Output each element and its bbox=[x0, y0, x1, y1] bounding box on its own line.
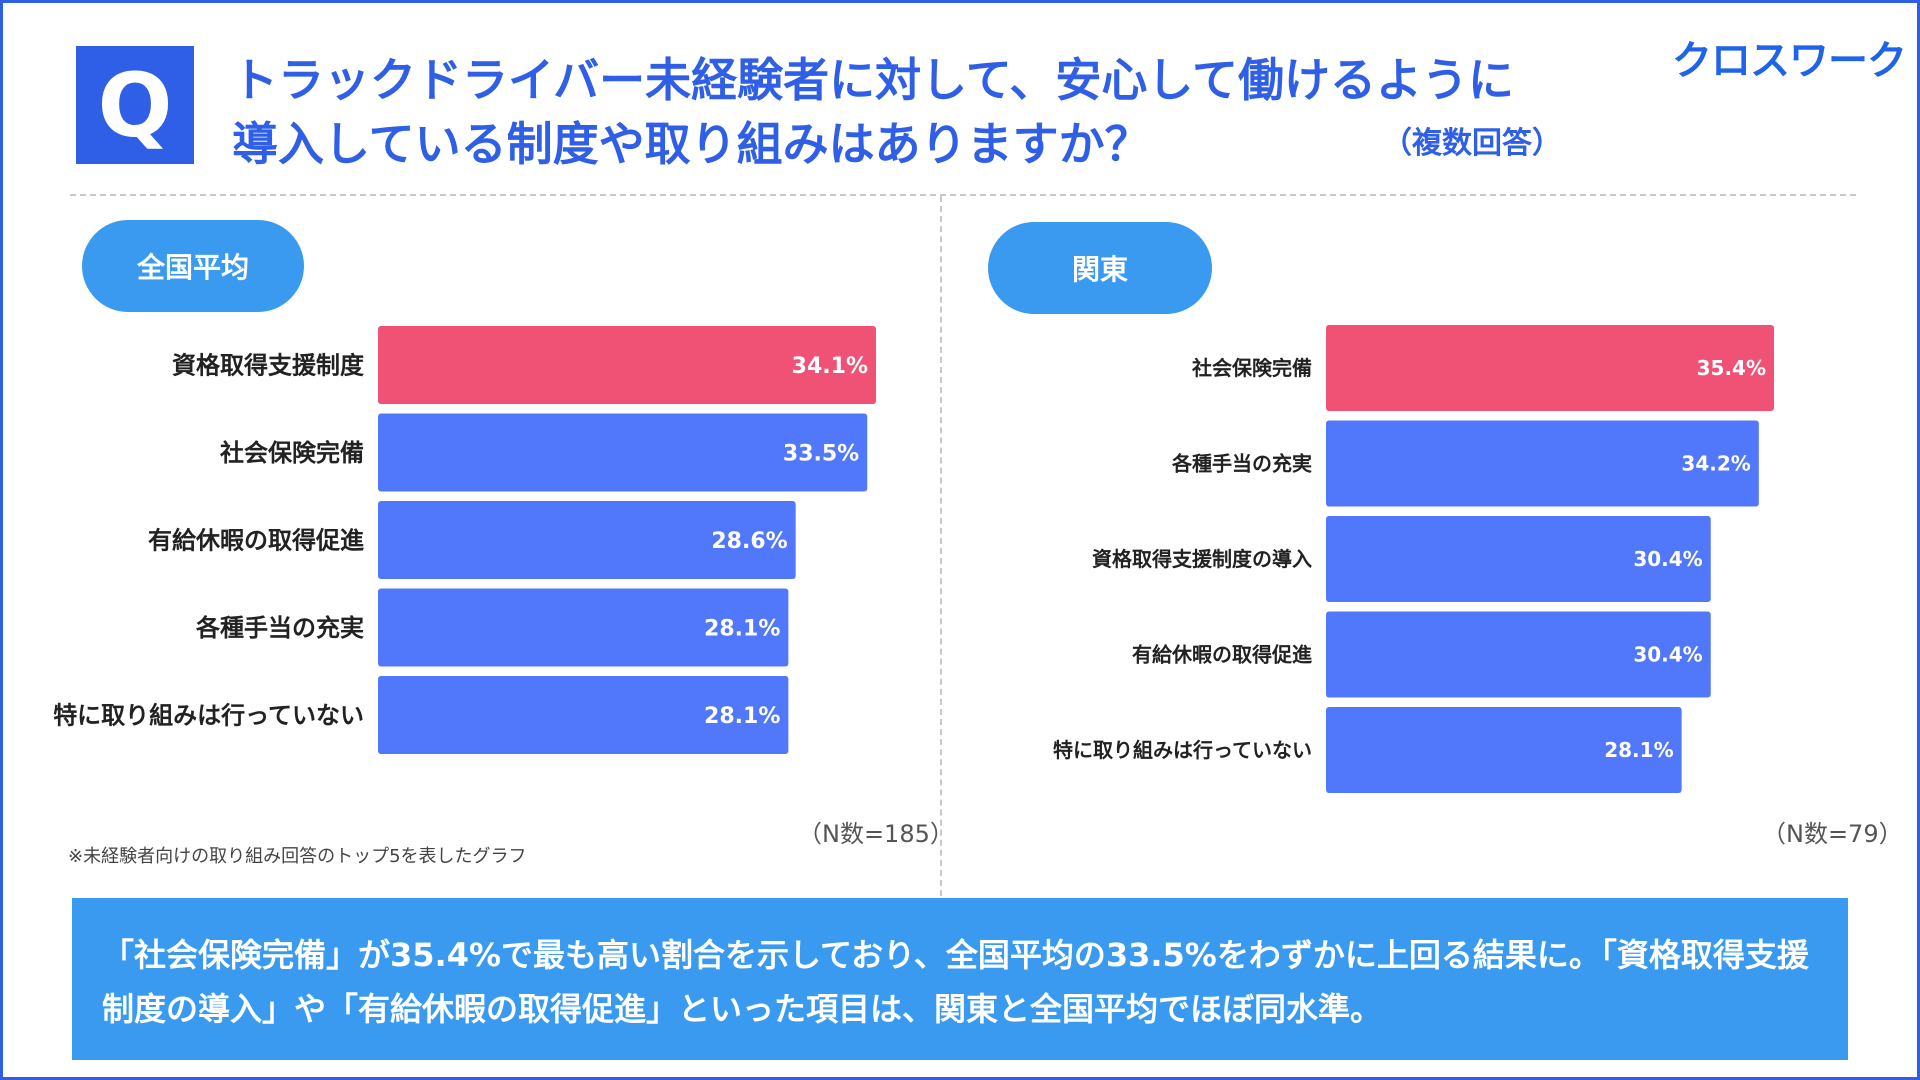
bar-value-label-1: 35.4% bbox=[1697, 356, 1766, 380]
national-n-note: （N数=185） bbox=[798, 820, 954, 848]
header-divider bbox=[70, 194, 1856, 196]
national-average-pill: 全国平均 bbox=[82, 220, 304, 312]
question-title-line2: 導入している制度や取り組みはありますか？ bbox=[232, 117, 1151, 171]
bar-value-label-4: 28.1% bbox=[704, 616, 780, 641]
bar-value-label-5: 28.1% bbox=[704, 704, 780, 729]
bar-value-label-5: 28.1% bbox=[1604, 738, 1673, 762]
bar-4 bbox=[378, 588, 789, 667]
kanto-pill: 関東 bbox=[988, 222, 1212, 314]
bar-value-label-2: 33.5% bbox=[783, 441, 859, 466]
category-label-4: 各種手当の充実 bbox=[195, 614, 364, 642]
question-title-line1: トラックドライバー未経験者に対して、安心して働けるように bbox=[232, 53, 1515, 107]
bar-4 bbox=[1326, 611, 1711, 698]
bar-value-label-3: 28.6% bbox=[711, 529, 787, 554]
category-label-3: 資格取得支援制度の導入 bbox=[1092, 547, 1312, 571]
category-label-5: 特に取り組みは行っていない bbox=[53, 702, 364, 730]
category-label-2: 社会保険完備 bbox=[220, 439, 364, 467]
bar-3 bbox=[1326, 516, 1711, 602]
category-label-1: 資格取得支援制度 bbox=[172, 352, 365, 380]
bar-5 bbox=[1326, 707, 1682, 793]
bar-value-label-4: 30.4% bbox=[1633, 643, 1702, 667]
crosswork-logo: クロスワーク bbox=[1672, 38, 1907, 84]
question-badge: Q bbox=[76, 46, 194, 164]
bar-value-label-1: 34.1% bbox=[792, 354, 868, 379]
bar-2 bbox=[1326, 420, 1759, 507]
bar-value-label-3: 30.4% bbox=[1633, 547, 1702, 571]
question-title: トラックドライバー未経験者に対して、安心して働けるように 導入している制度や取り… bbox=[232, 48, 1652, 176]
multi-answer-note: （複数回答） bbox=[1382, 126, 1562, 161]
summary-box: 「社会保険完備」が35.4%で最も高い割合を示しており、全国平均の33.5%をわ… bbox=[72, 898, 1848, 1060]
panel-divider bbox=[940, 196, 942, 896]
kanto-chart: 35.4% 社会保険完備 34.2% 各種手当の充実 30.4% 資格取得支援制度の導入 3… bbox=[1053, 325, 1774, 793]
bar-value-label-2: 34.2% bbox=[1681, 452, 1750, 476]
kanto-n-note: （N数=79） bbox=[1762, 820, 1903, 848]
summary-text: 「社会保険完備」が35.4%で最も高い割合を示しており、全国平均の33.5%をわ… bbox=[102, 936, 1809, 1028]
category-label-3: 有給休暇の取得促進 bbox=[148, 527, 364, 555]
national-average-chart: 34.1% 資格取得支援制度 33.5% 社会保険完備 28.6% 有給休暇の取得促進 28… bbox=[53, 326, 876, 754]
category-label-1: 社会保険完備 bbox=[1191, 356, 1312, 380]
category-label-5: 特に取り組みは行っていない bbox=[1053, 738, 1312, 762]
bar-2 bbox=[378, 413, 868, 492]
bar-5 bbox=[378, 676, 789, 754]
bar-1 bbox=[378, 326, 876, 404]
chart-footnote: ※未経験者向けの取り組み回答のトップ5を表したグラフ bbox=[68, 846, 527, 867]
bar-3 bbox=[378, 501, 796, 579]
bar-1 bbox=[1326, 325, 1774, 411]
category-label-2: 各種手当の充実 bbox=[1171, 452, 1312, 476]
category-label-4: 有給休暇の取得促進 bbox=[1132, 643, 1312, 667]
